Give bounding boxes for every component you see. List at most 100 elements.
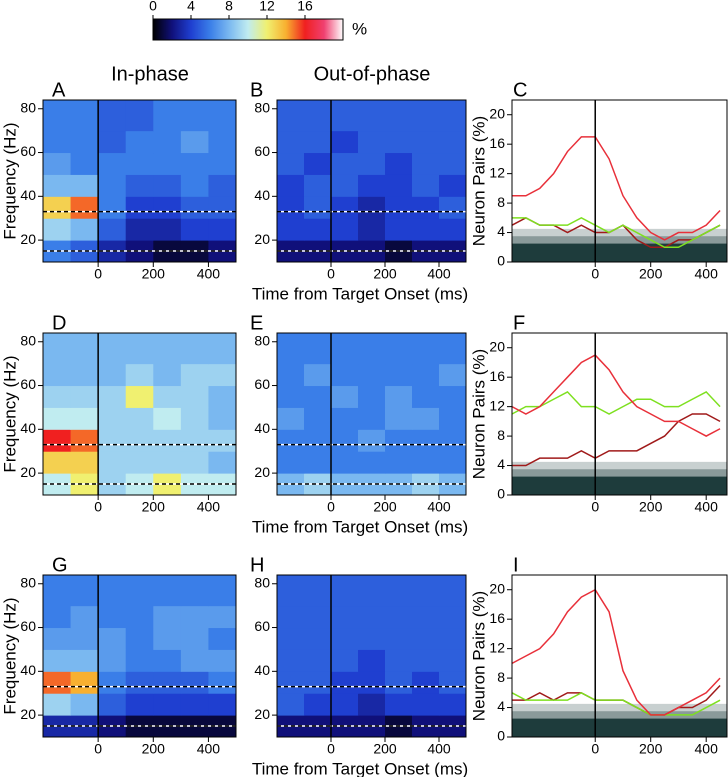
significance-band [512, 476, 727, 495]
heatmap-cell [208, 627, 237, 650]
heatmap-cell [98, 218, 127, 241]
heatmap-cell [277, 196, 305, 219]
colorbar [152, 18, 344, 41]
heatmap-cell [358, 429, 386, 452]
x-tick-label: 200 [639, 499, 663, 515]
heatmap-cell [125, 575, 154, 607]
heatmap-cell [98, 385, 127, 408]
x-axis-label: Time from Target Onset (ms) [252, 517, 468, 536]
heatmap-cell [208, 575, 237, 607]
heatmap-cell [70, 429, 99, 452]
heatmap-cell [412, 407, 440, 430]
heatmap-cell [412, 451, 440, 474]
heatmap-cell [277, 627, 305, 650]
heatmap-cell [439, 451, 467, 474]
heatmap-cell [125, 196, 154, 219]
heatmap-cell [277, 130, 305, 154]
heatmap-cell [125, 605, 154, 629]
heatmap-cell [439, 605, 467, 629]
heatmap-cell [70, 627, 99, 650]
heatmap-cell [153, 649, 182, 672]
heatmap-cell [70, 575, 99, 607]
heatmap-cell [277, 649, 305, 672]
heatmap-cell [180, 218, 209, 241]
heatmap-cell [331, 174, 359, 197]
heatmap-cell [153, 100, 182, 132]
heatmap-cell [70, 218, 99, 241]
heatmap-cell [304, 130, 332, 154]
y-tick-label: 0 [497, 253, 505, 269]
heatmap-cell [98, 429, 127, 452]
heatmap-cell [439, 627, 467, 650]
y-tick-label: 60 [254, 376, 270, 392]
heatmap-cell [125, 333, 154, 365]
series-line [512, 413, 721, 467]
panel: 0 200 400 20 40 60 80H Time from Target Onset (… [250, 554, 468, 777]
panel-letter: F [513, 312, 525, 334]
y-tick-label: 80 [254, 332, 270, 348]
heatmap-cell [439, 671, 467, 694]
heatmap-cell [277, 174, 305, 197]
heatmap-cell [412, 385, 440, 408]
heatmap-cell [208, 429, 237, 452]
x-tick-label: 0 [327, 266, 335, 282]
heatmap-cell [43, 575, 72, 607]
heatmap-cell [277, 333, 305, 365]
heatmap-cell [331, 575, 359, 607]
y-axis-label: Frequency (Hz) [0, 355, 19, 472]
heatmap-cell [277, 363, 305, 387]
heatmap-cell [358, 693, 386, 716]
heatmap-cell [180, 385, 209, 408]
heatmap-cell [385, 196, 413, 219]
panel: 0 200 400 20 40 60 80 A Frequency (Hz) [0, 79, 237, 282]
heatmap-cell [439, 385, 467, 408]
y-tick-label: 40 [254, 420, 270, 436]
heatmap-cell [412, 649, 440, 672]
heatmap-cell [153, 429, 182, 452]
heatmap-cell [385, 385, 413, 408]
significance-band [512, 718, 727, 737]
heatmap-cell [125, 649, 154, 672]
heatmap-cell [208, 385, 237, 408]
panel: 0 200 400 0 4 8 12 16 20 F Neuron Pairs (%) [469, 312, 728, 515]
x-tick-label: 200 [639, 741, 663, 757]
plot-frame [42, 332, 237, 496]
x-tick-label: 0 [591, 741, 599, 757]
heatmap-cell [208, 363, 237, 387]
heatmap-cell [358, 100, 386, 132]
colorbar-tick-label: 4 [187, 0, 195, 14]
heatmap-cell [180, 671, 209, 694]
y-tick-label: 16 [489, 368, 505, 384]
heatmap-cell [153, 407, 182, 430]
heatmap-cell [304, 671, 332, 694]
y-tick-label: 40 [254, 187, 270, 203]
heatmap-cell [98, 627, 127, 650]
heatmap-cell [43, 333, 72, 365]
heatmap-cell [70, 693, 99, 716]
heatmap-cell [331, 627, 359, 650]
heatmap-cell [98, 649, 127, 672]
heatmap-cell [125, 174, 154, 197]
heatmap-cell [180, 100, 209, 132]
heatmap-cell [98, 451, 127, 474]
heatmap-cell [412, 605, 440, 629]
heatmap-cell [385, 152, 413, 175]
y-tick-label: 20 [254, 231, 270, 247]
x-tick-label: 400 [427, 266, 451, 282]
x-tick-label: 200 [142, 741, 166, 757]
heatmap-cell [304, 174, 332, 197]
heatmap-cell [153, 196, 182, 219]
heatmap-cell [180, 174, 209, 197]
y-tick-label: 60 [20, 376, 36, 392]
heatmap-cell [331, 429, 359, 452]
heatmap-cell [180, 693, 209, 716]
heatmap-cell [43, 196, 72, 219]
heatmap-cell [412, 130, 440, 154]
heatmap-cell [412, 196, 440, 219]
heatmap-cell [439, 693, 467, 716]
panel-letter: C [513, 79, 527, 101]
heatmap-cell [304, 333, 332, 365]
heatmap-cell [98, 130, 127, 154]
heatmap-cell [153, 451, 182, 474]
heatmap-cell [98, 575, 127, 607]
